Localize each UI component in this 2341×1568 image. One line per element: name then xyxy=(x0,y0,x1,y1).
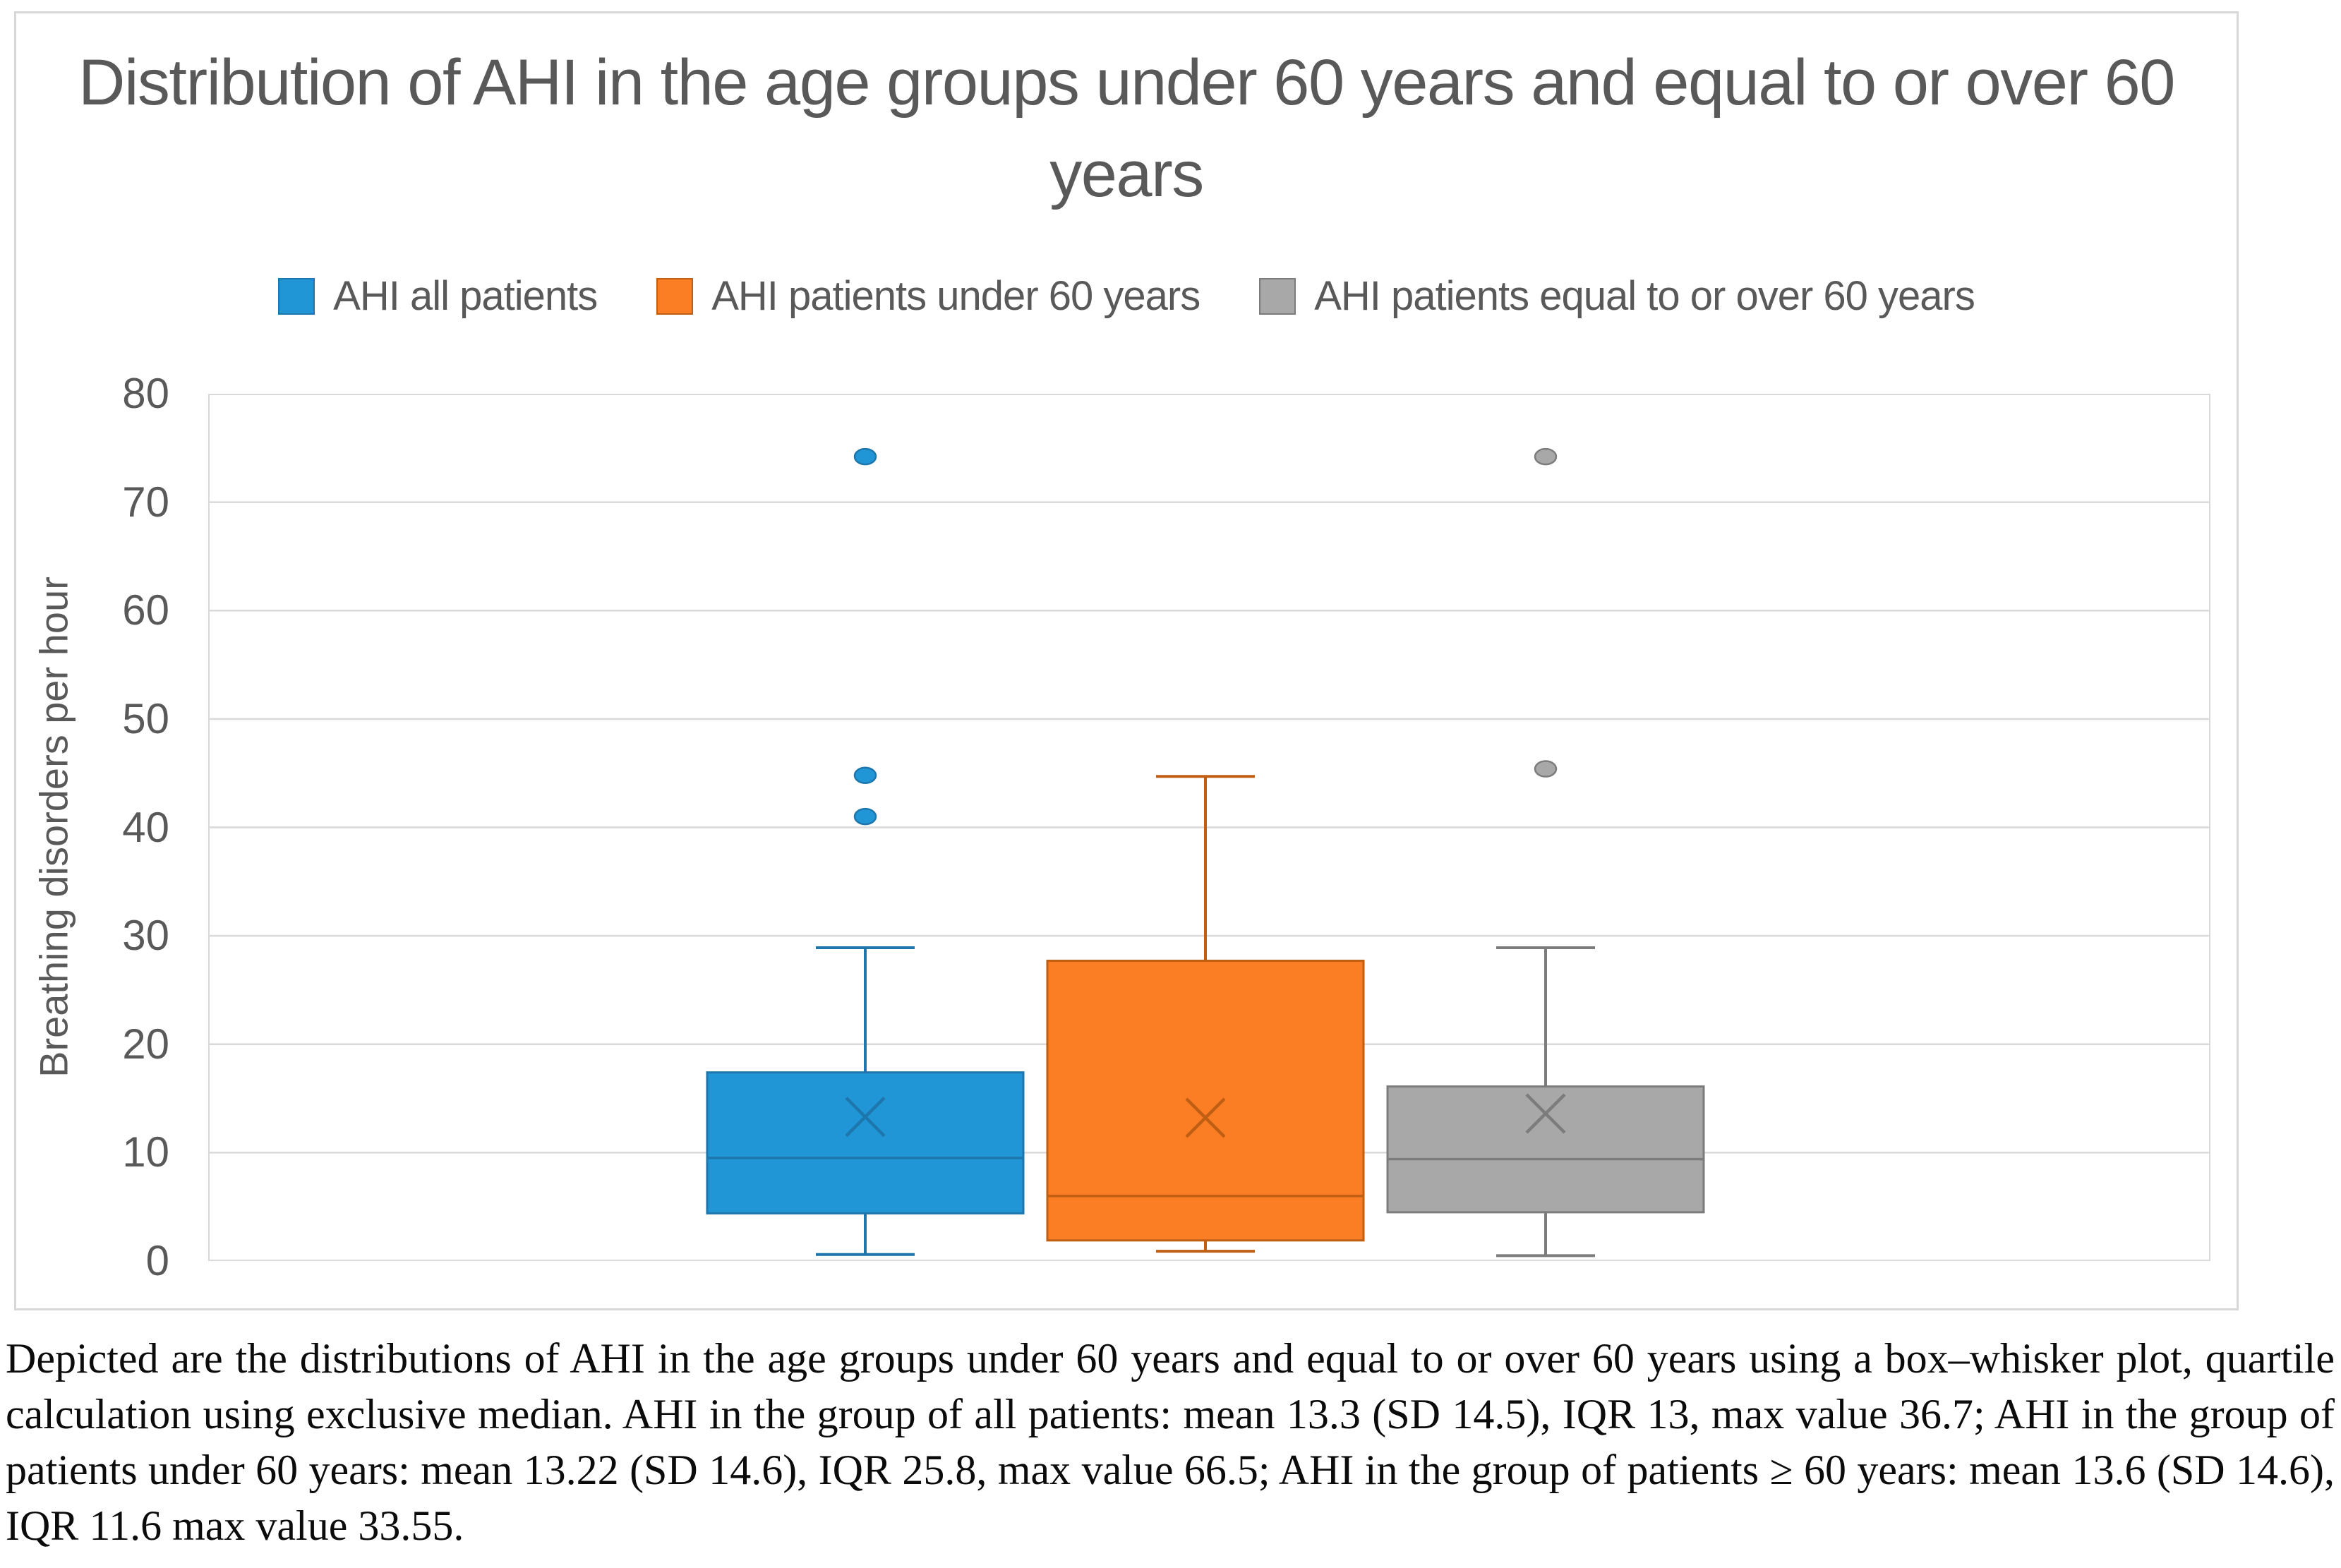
y-tick-label: 20 xyxy=(122,1020,169,1068)
legend-swatch-icon xyxy=(1259,277,1296,315)
outlier-point xyxy=(1534,447,1558,466)
legend-label: AHI patients under 60 years xyxy=(711,273,1200,319)
legend-label: AHI patients equal to or over 60 years xyxy=(1314,273,1975,319)
boxplot-series-0 xyxy=(706,447,1025,1256)
y-tick-label: 80 xyxy=(122,370,169,417)
chart-legend: AHI all patients AHI patients under 60 ye… xyxy=(0,272,2253,320)
mean-marker xyxy=(1525,1093,1566,1134)
y-tick-label: 30 xyxy=(122,912,169,960)
plot-border xyxy=(208,394,2210,1261)
iqr-box xyxy=(1046,959,1365,1242)
figure-caption: Depicted are the distributions of AHI in… xyxy=(6,1335,2335,1549)
mean-marker xyxy=(845,1097,886,1138)
legend-item-2: AHI patients equal to or over 60 years xyxy=(1259,272,1975,320)
outlier-point xyxy=(1534,760,1558,778)
plot-area xyxy=(208,392,2210,1262)
boxplot-series-1 xyxy=(1046,775,1365,1253)
y-tick-label: 60 xyxy=(122,586,169,634)
boxplot-series-2 xyxy=(1386,447,1705,1258)
y-tick-label: 50 xyxy=(122,694,169,742)
chart-title: Distribution of AHI in the age groups un… xyxy=(0,37,2253,220)
y-tick-label: 0 xyxy=(145,1237,169,1284)
outlier-point xyxy=(853,807,877,826)
iqr-box xyxy=(1386,1085,1705,1214)
boxplot-canvas xyxy=(208,392,2210,1262)
legend-label: AHI all patients xyxy=(333,273,598,319)
iqr-box xyxy=(706,1071,1025,1214)
outlier-point xyxy=(853,447,877,466)
y-tick-label: 10 xyxy=(122,1128,169,1176)
y-tick-label: 40 xyxy=(122,803,169,851)
outlier-point xyxy=(853,766,877,785)
legend-swatch-icon xyxy=(278,277,315,315)
legend-swatch-icon xyxy=(656,277,694,315)
y-tick-label: 70 xyxy=(122,478,169,526)
mean-marker xyxy=(1185,1097,1226,1138)
chart-title-text: Distribution of AHI in the age groups un… xyxy=(78,47,2175,210)
legend-item-0: AHI all patients xyxy=(278,272,598,320)
legend-item-1: AHI patients under 60 years xyxy=(656,272,1200,320)
